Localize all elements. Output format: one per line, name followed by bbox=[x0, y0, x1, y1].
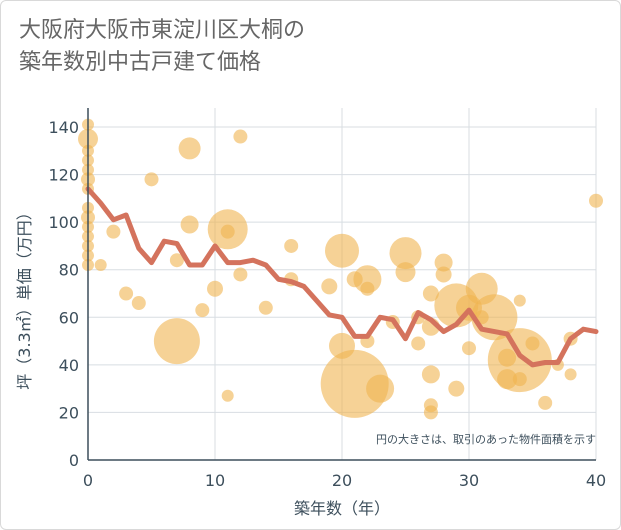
bubble-64 bbox=[513, 294, 526, 307]
bubble-34 bbox=[325, 233, 359, 268]
bubble-20 bbox=[169, 253, 184, 268]
bubble-67 bbox=[538, 395, 553, 410]
bubble-57 bbox=[462, 341, 476, 356]
bubble-44 bbox=[395, 262, 416, 283]
bubble-41 bbox=[366, 374, 395, 403]
average-price-line bbox=[85, 186, 599, 368]
bubble-17 bbox=[131, 296, 146, 311]
y-tick-label-5: 100 bbox=[48, 213, 79, 232]
y-tick-label-6: 120 bbox=[48, 166, 79, 185]
bubble-14 bbox=[94, 258, 107, 271]
x-tick-label-4: 40 bbox=[586, 471, 606, 490]
bubble-31 bbox=[284, 238, 299, 253]
y-tick-label-0: 0 bbox=[69, 451, 79, 470]
axes bbox=[87, 108, 596, 461]
x-tick-label-2: 20 bbox=[332, 471, 352, 490]
y-tick-label-2: 40 bbox=[59, 356, 79, 375]
bubble-30 bbox=[258, 300, 273, 315]
y-tick-label-1: 20 bbox=[59, 403, 79, 422]
bubble-47 bbox=[422, 285, 439, 302]
y-tick-label-3: 60 bbox=[59, 308, 79, 327]
bubble-49 bbox=[421, 365, 440, 384]
chart-title-line-2: 築年数別中古戸建て価格 bbox=[19, 50, 262, 75]
bubble-26 bbox=[220, 224, 235, 239]
x-tick-label-0: 0 bbox=[83, 471, 93, 490]
bubble-38 bbox=[353, 265, 382, 294]
bubble-52 bbox=[434, 253, 453, 272]
bubble-71 bbox=[589, 193, 603, 208]
bubble-23 bbox=[195, 303, 210, 318]
y-axis-ticks: 0 20 40 60 80 100 120 140 bbox=[48, 118, 79, 470]
bubble-21 bbox=[178, 137, 201, 160]
bubble-39 bbox=[360, 281, 375, 296]
x-axis-ticks: 0 10 20 30 40 bbox=[83, 471, 606, 490]
bubble-24 bbox=[207, 280, 223, 297]
bubble-53 bbox=[435, 266, 452, 283]
bubble-size-note: 円の大きさは、取引のあった物件面積を示す bbox=[376, 432, 596, 446]
bubble-55 bbox=[448, 380, 465, 397]
bubble-22 bbox=[180, 215, 199, 234]
bubble-51 bbox=[423, 405, 438, 420]
x-tick-label-3: 30 bbox=[459, 471, 479, 490]
bubble-series bbox=[78, 118, 603, 420]
bubble-16 bbox=[119, 286, 134, 301]
bubble-33 bbox=[321, 278, 338, 295]
bubble-70 bbox=[564, 368, 577, 381]
chart-title-line-1: 大阪府大阪市東淀川区大桐の bbox=[19, 18, 306, 43]
bubble-19 bbox=[153, 318, 200, 365]
y-tick-label-4: 80 bbox=[59, 261, 79, 280]
bubble-28 bbox=[233, 129, 248, 144]
y-axis-title: 坪（3.3㎡）単価（万円） bbox=[15, 204, 34, 389]
bubble-27 bbox=[221, 389, 234, 402]
bubble-29 bbox=[233, 267, 248, 282]
bubble-37 bbox=[320, 349, 389, 418]
bubble-43 bbox=[389, 237, 422, 270]
x-axis-title: 築年数（年） bbox=[294, 499, 390, 518]
bubble-65 bbox=[512, 372, 527, 387]
bubble-15 bbox=[106, 224, 121, 239]
y-tick-label-7: 140 bbox=[48, 118, 79, 137]
x-tick-label-1: 10 bbox=[205, 471, 225, 490]
bubble-18 bbox=[144, 172, 159, 187]
bubble-45 bbox=[411, 336, 426, 351]
bubble-66 bbox=[525, 336, 540, 351]
chart-title: 大阪府大阪市東淀川区大桐の 築年数別中古戸建て価格 bbox=[19, 15, 305, 79]
